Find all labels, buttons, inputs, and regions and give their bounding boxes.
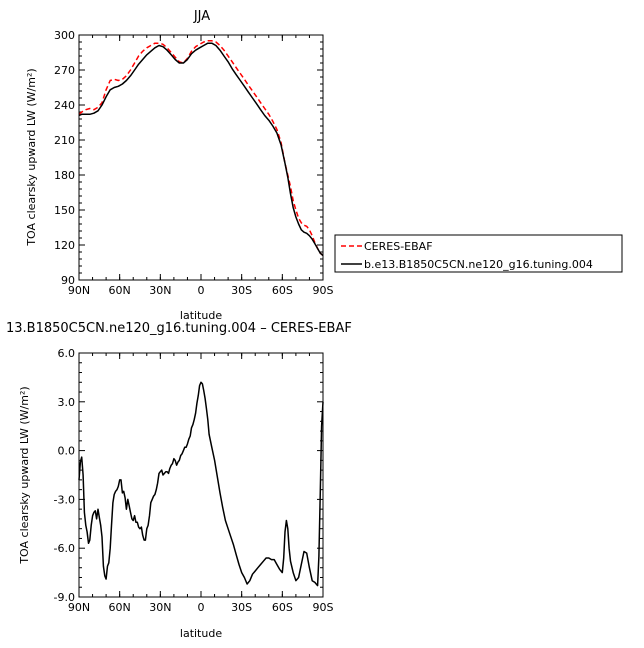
legend-label-ceres: CERES-EBAF xyxy=(364,240,433,253)
chart-top-series-line-1 xyxy=(78,42,324,257)
chart-bottom-plot-area: 90N 60N 30N 0 30S 60S 90S -9.0 -6.0 -3.0 0.0 3.0 6.0 xyxy=(54,347,334,614)
chart-top: JJA 90N 60N 30N 0 30S 60S 90S 90 120 150 180 210 240… xyxy=(25,9,334,322)
chart-top-y-axis-label: TOA clearsky upward LW (W/m²) xyxy=(25,68,38,246)
chart-top-x-tick-label: 30N xyxy=(149,284,171,297)
chart-bottom-y-tick-label: -3.0 xyxy=(54,493,75,506)
chart-top-x-tick-label: 90S xyxy=(313,284,334,297)
chart-top-x-tick-label: 60N xyxy=(109,284,131,297)
chart-top-y-tick-label: 300 xyxy=(54,29,75,42)
chart-top-y-tick-label: 180 xyxy=(54,169,75,182)
chart-bottom-y-axis-label: TOA clearsky upward LW (W/m²) xyxy=(18,386,31,564)
chart-bottom-title: 13.B1850C5CN.ne120_g16.tuning.004 – CERE… xyxy=(6,321,352,336)
chart-top-y-tick-label: 120 xyxy=(54,239,75,252)
chart-top-y-tick-label: 150 xyxy=(54,204,75,217)
chart-bottom-x-tick-label: 30N xyxy=(149,601,171,614)
chart-bottom-y-tick-label: -6.0 xyxy=(54,542,75,555)
chart-bottom-x-tick-label: 90N xyxy=(68,601,90,614)
chart-bottom-y-tick-label: 6.0 xyxy=(58,347,76,360)
chart-top-y-tick-label: 270 xyxy=(54,64,75,77)
chart-bottom-x-tick-label: 60N xyxy=(109,601,131,614)
chart-top-frame xyxy=(78,34,324,281)
chart-top-x-tick-label: 30S xyxy=(231,284,252,297)
chart-bottom-x-axis-label: latitude xyxy=(180,627,222,640)
chart-top-x-tick-label: 0 xyxy=(198,284,205,297)
chart-top-y-tick-label: 240 xyxy=(54,99,75,112)
chart-top-x-tick-label: 90N xyxy=(68,284,90,297)
chart-bottom-y-tick-label: -9.0 xyxy=(54,591,75,604)
chart-top-x-axis-label: latitude xyxy=(180,309,222,322)
chart-bottom: 13.B1850C5CN.ne120_g16.tuning.004 – CERE… xyxy=(6,321,352,640)
chart-top-series-line-0 xyxy=(78,40,324,257)
chart-top-x-tick-label: 60S xyxy=(272,284,293,297)
chart-bottom-y-tick-label: 0.0 xyxy=(58,445,76,458)
legend-label-model: b.e13.B1850C5CN.ne120_g16.tuning.004 xyxy=(364,258,593,271)
legend: CERES-EBAF b.e13.B1850C5CN.ne120_g16.tun… xyxy=(334,234,623,273)
legend-box xyxy=(334,234,623,273)
chart-bottom-x-tick-label: 60S xyxy=(272,601,293,614)
chart-top-y-tick-label: 210 xyxy=(54,134,75,147)
chart-top-plot-area: 90N 60N 30N 0 30S 60S 90S 90 120 150 180 210 240 270 3… xyxy=(54,29,334,297)
chart-bottom-x-tick-label: 0 xyxy=(198,601,205,614)
chart-bottom-frame xyxy=(78,352,324,598)
chart-top-title: JJA xyxy=(193,9,210,24)
chart-bottom-x-tick-label: 30S xyxy=(231,601,252,614)
chart-top-y-tick-label: 90 xyxy=(61,274,75,287)
chart-bottom-y-tick-label: 3.0 xyxy=(58,396,76,409)
chart-bottom-series-line-0 xyxy=(78,381,324,587)
chart-bottom-x-tick-label: 90S xyxy=(313,601,334,614)
